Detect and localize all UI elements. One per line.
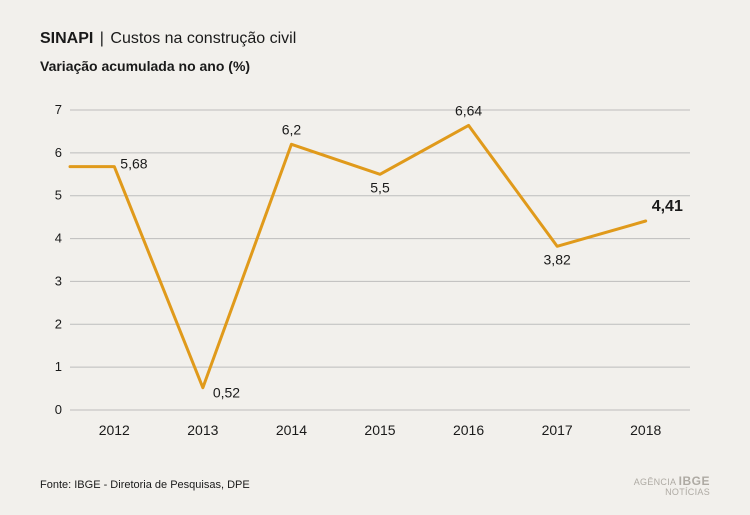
y-tick-label: 5 [55,188,62,203]
data-label: 3,82 [544,251,571,267]
y-tick-label: 0 [55,402,62,417]
chart-title: SINAPI | Custos na construção civil [40,30,710,48]
y-tick-label: 7 [55,102,62,117]
x-tick-label: 2012 [99,422,130,438]
y-tick-label: 2 [55,316,62,331]
data-label: 5,5 [370,179,390,195]
y-tick-label: 1 [55,359,62,374]
line-chart: 0 1 2 3 4 5 6 7 2012 2013 2014 2015 2016 2017 2018 5,68… [40,100,710,445]
y-tick-label: 6 [55,145,62,160]
chart-subtitle: Variação acumulada no ano (%) [40,58,710,74]
title-strong: SINAPI [40,30,93,47]
data-label: 4,41 [652,198,683,215]
x-tick-label: 2017 [542,422,573,438]
chart-svg: 0 1 2 3 4 5 6 7 2012 2013 2014 2015 2016 2017 2018 5,68… [40,100,710,445]
y-tick-label: 4 [55,231,62,246]
x-tick-label: 2018 [630,422,661,438]
data-label: 5,68 [120,156,147,172]
logo-line2: NOTÍCIAS [665,487,710,497]
y-tick-label: 3 [55,273,62,288]
agency-logo: AGÊNCIA IBGE NOTÍCIAS [634,475,710,497]
chart-header: SINAPI | Custos na construção civil Vari… [40,30,710,74]
title-separator: | [100,30,104,47]
data-label: 0,52 [213,385,240,401]
x-tick-label: 2016 [453,422,484,438]
title-rest: Custos na construção civil [110,30,296,47]
x-tick-label: 2015 [364,422,395,438]
x-tick-label: 2013 [187,422,218,438]
data-label: 6,2 [282,121,302,137]
logo-line1: AGÊNCIA [634,477,676,487]
source-text: Fonte: IBGE - Diretoria de Pesquisas, DP… [40,479,250,491]
data-label: 6,64 [455,102,482,118]
x-tick-label: 2014 [276,422,307,438]
